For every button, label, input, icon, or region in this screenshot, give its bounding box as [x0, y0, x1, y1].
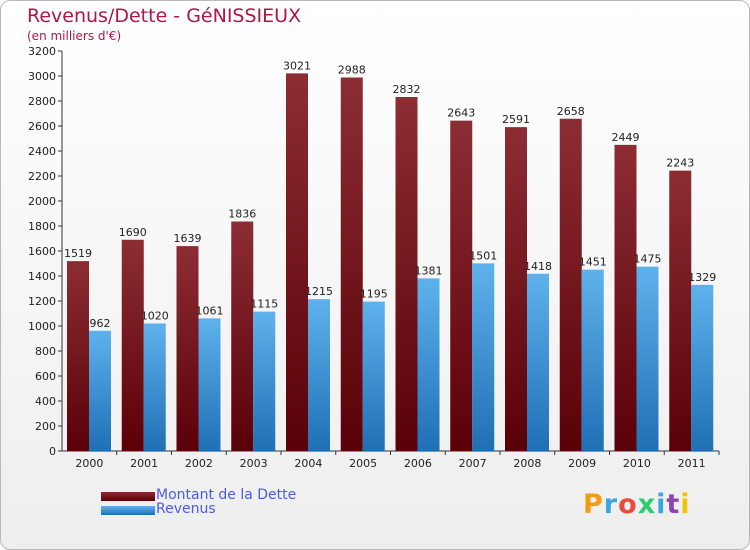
y-tick-label: 200 [35, 420, 56, 433]
bar-revenus [308, 299, 330, 451]
data-label-dette: 2988 [338, 64, 366, 77]
data-label-revenus: 1329 [688, 271, 716, 284]
logo-letter: P [583, 489, 604, 520]
bar-revenus [581, 269, 604, 451]
bar-dette [559, 118, 582, 451]
logo-letter: i [680, 489, 691, 520]
legend-label-revenus: Revenus [156, 501, 216, 517]
bar-revenus [198, 318, 221, 451]
y-tick-label: 2000 [28, 195, 56, 208]
x-tick-label: 2002 [185, 457, 213, 470]
y-tick-label: 2800 [28, 95, 56, 108]
chart-title: Revenus/Dette - GéNISSIEUX [27, 5, 302, 27]
y-tick-label: 2200 [28, 170, 56, 183]
x-tick-label: 2000 [75, 457, 103, 470]
legend-label-dette: Montant de la Dette [156, 487, 297, 503]
legend-swatch-dette [101, 492, 155, 501]
data-label-revenus: 1451 [579, 256, 607, 269]
bar-dette [395, 97, 418, 451]
data-label-dette: 2591 [502, 113, 530, 126]
x-tick-label: 2011 [678, 457, 706, 470]
x-tick-label: 2001 [130, 457, 158, 470]
bar-revenus [89, 330, 111, 451]
bar-revenus [527, 273, 549, 451]
bar-dette [505, 127, 527, 451]
bar-dette [286, 73, 308, 451]
y-tick-label: 1800 [28, 220, 56, 233]
y-tick-label: 1400 [28, 270, 56, 283]
data-label-revenus: 1061 [196, 304, 224, 317]
data-label-dette: 2243 [666, 157, 694, 170]
bar-dette [450, 120, 473, 451]
x-tick-label: 2010 [623, 457, 651, 470]
data-label-revenus: 1115 [250, 298, 278, 311]
data-label-dette: 2832 [393, 83, 421, 96]
bar-dette [176, 246, 199, 451]
y-tick-label: 3000 [28, 70, 56, 83]
x-tick-label: 2007 [459, 457, 487, 470]
y-tick-label: 400 [35, 395, 56, 408]
y-tick-label: 3200 [28, 45, 56, 58]
data-label-revenus: 1501 [469, 249, 497, 262]
data-label-revenus: 1020 [141, 310, 169, 323]
bar-revenus [362, 301, 385, 451]
data-label-revenus: 1381 [415, 264, 443, 277]
data-label-dette: 3021 [283, 59, 311, 72]
data-label-revenus: 1195 [360, 288, 388, 301]
legend-swatch-revenus [101, 506, 155, 515]
data-label-revenus: 1215 [305, 285, 333, 298]
data-label-revenus: 1475 [634, 253, 662, 266]
data-label-dette: 2643 [447, 107, 475, 120]
x-tick-label: 2003 [240, 457, 268, 470]
data-label-dette: 2449 [612, 131, 640, 144]
y-tick-label: 2400 [28, 145, 56, 158]
data-label-revenus: 1418 [524, 260, 552, 273]
data-label-dette: 1690 [119, 226, 147, 239]
bar-dette [231, 221, 254, 451]
y-tick-label: 2600 [28, 120, 56, 133]
x-tick-label: 2008 [513, 457, 541, 470]
x-tick-label: 2004 [294, 457, 322, 470]
bar-revenus [253, 311, 276, 451]
bar-dette [340, 77, 363, 451]
logo-letter: o [618, 489, 638, 520]
axes: 0 200 400 600 800 1000 1200 1400 1600 1800 2000 220… [28, 45, 720, 470]
data-label-dette: 1836 [228, 208, 256, 221]
bar-dette [669, 170, 692, 451]
bar-revenus [417, 278, 440, 451]
bars [67, 73, 714, 451]
y-tick-label: 1000 [28, 320, 56, 333]
x-tick-label: 2009 [568, 457, 596, 470]
data-labels: 1519 1690 1639 1836 3021 2988 2832 2643 2591 2658… [64, 59, 716, 329]
x-tick-label: 2005 [349, 457, 377, 470]
y-tick-label: 1200 [28, 295, 56, 308]
bar-revenus [636, 266, 659, 451]
bar-dette [121, 239, 144, 451]
proxiti-logo: Proxiti [583, 489, 691, 520]
logo-letter: x [637, 489, 657, 520]
data-label-revenus: 962 [90, 317, 111, 330]
bar-revenus [691, 284, 714, 451]
bar-revenus [143, 323, 166, 451]
logo-letter: i [656, 489, 667, 520]
bar-dette [67, 261, 89, 451]
y-tick-label: 1600 [28, 245, 56, 258]
bar-dette [614, 144, 637, 451]
y-tick-label: 800 [35, 345, 56, 358]
y-tick-label: 0 [49, 445, 56, 458]
x-tick-label: 2006 [404, 457, 432, 470]
data-label-dette: 1639 [174, 232, 202, 245]
data-label-dette: 1519 [64, 247, 92, 260]
bar-revenus [472, 263, 495, 451]
chart-subtitle: (en milliers d'€) [27, 29, 122, 43]
logo-letter: r [603, 489, 619, 520]
data-label-dette: 2658 [557, 105, 585, 118]
y-tick-label: 600 [35, 370, 56, 383]
logo-letter: t [666, 489, 681, 520]
